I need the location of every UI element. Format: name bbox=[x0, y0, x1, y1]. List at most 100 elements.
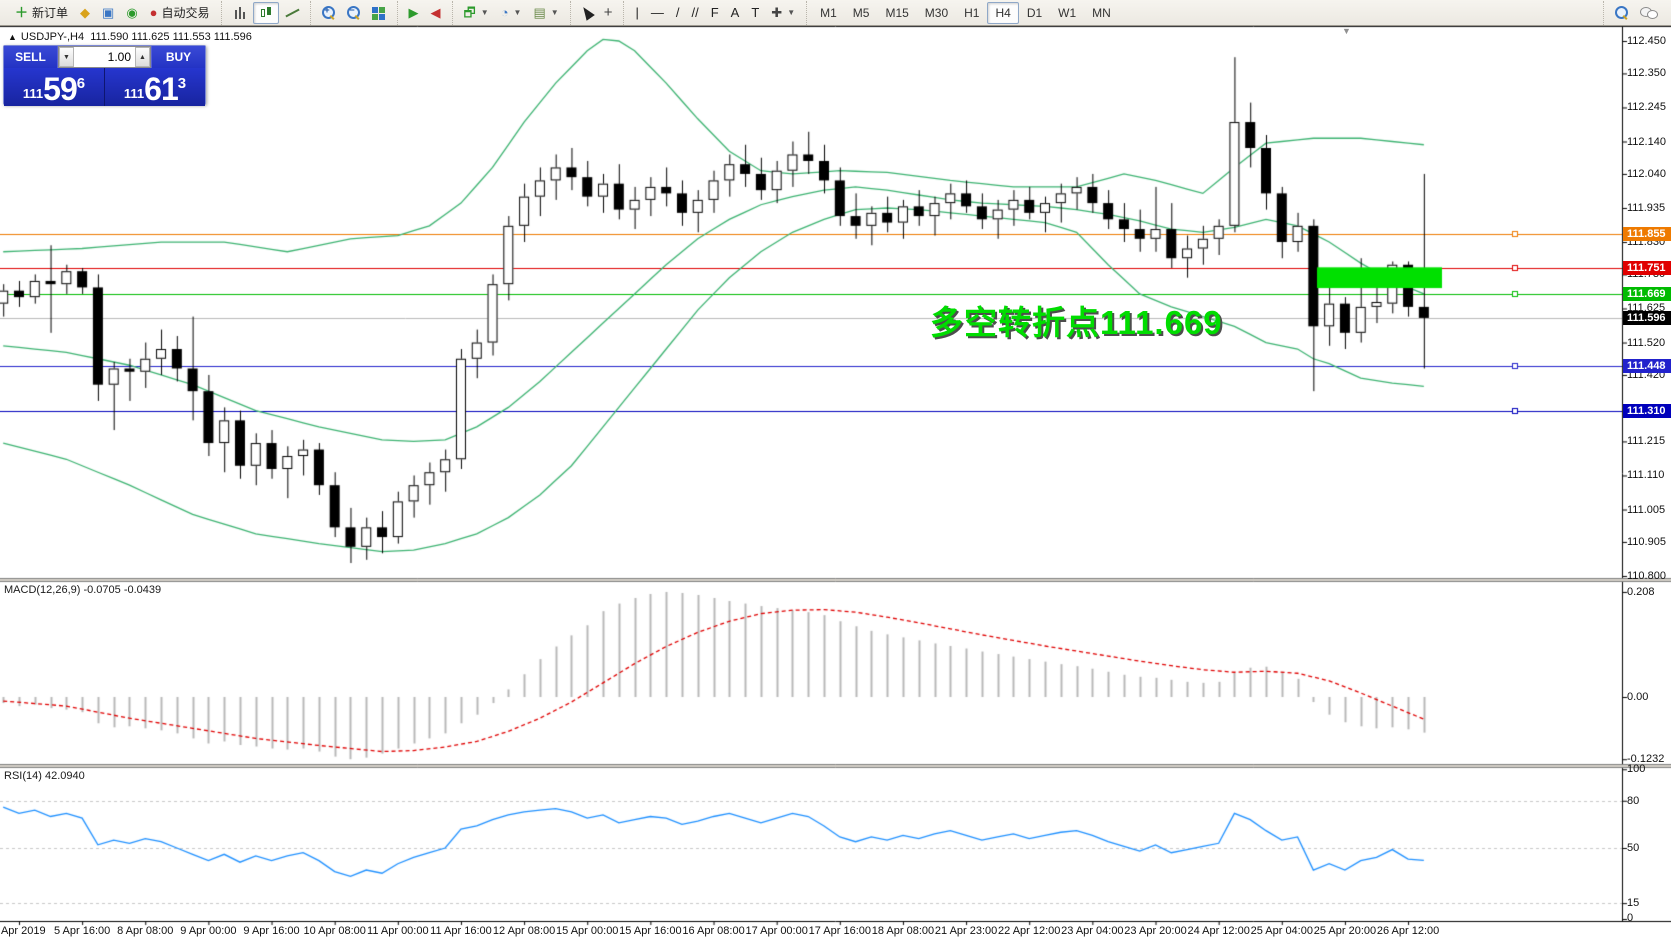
channel-button[interactable]: // bbox=[685, 2, 704, 24]
buy-price[interactable]: 111 61 3 bbox=[105, 68, 205, 106]
hline-price-badge[interactable]: 111.310 bbox=[1623, 403, 1671, 418]
terminal-icon: ▣ bbox=[102, 5, 115, 20]
chevron-down-icon: ▼ bbox=[513, 8, 522, 17]
arrows-button[interactable]: ✚ ▼ bbox=[765, 2, 801, 24]
time-axis-label: 18 Apr 08:00 bbox=[871, 925, 935, 937]
volume-decrease-button[interactable]: ▼ bbox=[59, 47, 74, 67]
fibonacci-icon: F bbox=[710, 5, 719, 20]
chart-shift-button[interactable]: ◀ bbox=[425, 2, 447, 24]
new-chart-button[interactable]: 🗗 ▼ bbox=[458, 2, 495, 24]
rsi-axis-tick: 50 bbox=[1627, 842, 1640, 854]
chevron-down-icon: ▼ bbox=[550, 8, 559, 17]
buy-price-prefix: 111 bbox=[123, 86, 145, 101]
periods-button[interactable]: ◔ ▼ bbox=[495, 2, 528, 24]
collapse-arrow-icon[interactable]: ▲ bbox=[8, 32, 17, 42]
hline-price-badge[interactable]: 111.669 bbox=[1623, 287, 1671, 302]
sell-button[interactable]: SELL bbox=[4, 46, 58, 68]
search-button[interactable] bbox=[1609, 2, 1634, 24]
price-axis-tick: 112.245 bbox=[1627, 101, 1666, 114]
timeframe-d1-button[interactable]: D1 bbox=[1026, 5, 1043, 20]
vertical-line-button[interactable]: | bbox=[629, 2, 644, 24]
text-label-icon: T bbox=[751, 5, 760, 20]
time-axis-label: 11 Apr 00:00 bbox=[367, 925, 429, 937]
wizard-hat-icon: ◆ bbox=[80, 5, 91, 20]
new-order-button[interactable]: ＋ 新订单 bbox=[9, 2, 74, 24]
timeframe-m1-button[interactable]: M1 bbox=[820, 5, 837, 20]
timeframe-m30-button[interactable]: M30 bbox=[924, 5, 949, 20]
toolbar-group-right bbox=[1603, 0, 1667, 25]
symbol-timeframe: USDJPY-,H4 bbox=[20, 31, 85, 43]
chart-ohlc-title: ▲ USDJPY-,H4 111.590 111.625 111.553 111.… bbox=[8, 31, 252, 43]
auto-scroll-button[interactable]: ▶ bbox=[403, 2, 425, 24]
text-label-button[interactable]: T bbox=[745, 2, 765, 24]
trendline-button[interactable]: / bbox=[670, 2, 686, 24]
timeframe-w1-button[interactable]: W1 bbox=[1058, 5, 1077, 20]
chat-button[interactable] bbox=[1634, 2, 1662, 24]
crosshair-button[interactable]: + bbox=[598, 2, 619, 24]
style-wizard-button[interactable]: ◆ bbox=[74, 2, 96, 24]
chart-shift-marker-icon[interactable]: ▼ bbox=[1342, 26, 1351, 36]
toolbar-group-chart-type bbox=[220, 0, 310, 25]
time-axis-label: 25 Apr 04:00 bbox=[1250, 925, 1313, 937]
rsi-axis-tick: 15 bbox=[1627, 897, 1640, 910]
time-axis-label: 8 Apr 08:00 bbox=[117, 925, 174, 937]
hline-price-badge[interactable]: 111.855 bbox=[1623, 226, 1671, 241]
macd-axis-tick: 0.208 bbox=[1627, 585, 1655, 598]
time-axis-label: 16 Apr 08:00 bbox=[682, 925, 745, 937]
buy-price-sup: 3 bbox=[177, 75, 187, 92]
macd-label: MACD(12,26,9) -0.0705 -0.0439 bbox=[4, 584, 162, 596]
auto-trading-label: 自动交易 bbox=[161, 6, 210, 20]
market-watch-button[interactable]: ▣ bbox=[96, 2, 120, 24]
candlestick-button[interactable] bbox=[252, 1, 279, 24]
time-axis-label: 21 Apr 23:00 bbox=[934, 925, 998, 937]
toolbar: ＋ 新订单 ◆ ▣ ◉ ● 自动交易 + − bbox=[0, 0, 1671, 26]
price-axis-tick: 112.450 bbox=[1627, 35, 1666, 47]
toolbar-group-scroll: ▶ ◀ bbox=[396, 0, 452, 25]
templates-button[interactable]: ▤ ▼ bbox=[527, 2, 564, 24]
timeframe-mn-button[interactable]: MN bbox=[1092, 5, 1111, 20]
time-axis-label: 17 Apr 00:00 bbox=[745, 925, 808, 937]
timeframe-h1-button[interactable]: H1 bbox=[964, 5, 980, 20]
zoom-in-button[interactable]: + bbox=[316, 2, 341, 24]
current-price-badge[interactable]: 111.596 bbox=[1623, 310, 1671, 325]
sell-price[interactable]: 111 59 6 bbox=[4, 68, 105, 106]
rsi-axis-tick: 80 bbox=[1627, 794, 1640, 807]
timeframe-m15-button[interactable]: M15 bbox=[885, 5, 909, 20]
tile-windows-button[interactable] bbox=[366, 2, 392, 24]
hline-price-badge[interactable]: 111.448 bbox=[1623, 358, 1671, 373]
zoom-out-button[interactable]: − bbox=[341, 2, 366, 24]
chart-shift-icon: ◀ bbox=[430, 5, 441, 20]
toolbar-group-trade: ＋ 新订单 ◆ ▣ ◉ ● 自动交易 bbox=[4, 1, 221, 25]
timeframe-m5-button[interactable]: M5 bbox=[852, 5, 870, 20]
signal-icon: ◉ bbox=[126, 5, 138, 20]
cursor-button[interactable] bbox=[576, 2, 598, 24]
hline-price-badge[interactable]: 111.751 bbox=[1623, 260, 1671, 275]
volume-increase-button[interactable]: ▲ bbox=[135, 47, 150, 67]
template-icon: ▤ bbox=[533, 5, 546, 20]
auto-trading-button[interactable]: ● 自动交易 bbox=[144, 2, 216, 24]
signals-button[interactable]: ◉ bbox=[120, 2, 143, 24]
price-axis-tick: 112.140 bbox=[1627, 135, 1666, 148]
tile-windows-icon bbox=[371, 6, 386, 20]
new-order-label: 新订单 bbox=[32, 6, 69, 20]
toolbar-group-cursor: + bbox=[569, 0, 624, 25]
horizontal-line-button[interactable]: — bbox=[645, 2, 670, 24]
buy-button[interactable]: BUY bbox=[151, 46, 205, 68]
text-button[interactable]: A bbox=[725, 2, 746, 24]
candlestick-icon bbox=[259, 6, 273, 20]
timeframe-h4-button[interactable]: H4 bbox=[987, 1, 1019, 24]
price-axis-tick: 110.905 bbox=[1627, 535, 1666, 548]
fibonacci-button[interactable]: F bbox=[705, 2, 725, 24]
bar-chart-button[interactable] bbox=[227, 2, 253, 24]
chart-text-annotation[interactable]: 多空转折点111.669 bbox=[930, 304, 1223, 341]
time-axis-label: 12 Apr 08:00 bbox=[492, 925, 556, 937]
volume-input[interactable] bbox=[74, 47, 135, 67]
price-axis-tick: 111.215 bbox=[1627, 435, 1666, 448]
time-axis-label: 23 Apr 20:00 bbox=[1124, 925, 1187, 937]
auto-scroll-icon: ▶ bbox=[408, 5, 419, 20]
arrows-icon: ✚ bbox=[771, 5, 783, 20]
toolbar-group-timeframes: M1 M5 M15 M30 H1 H4 D1 W1 MN bbox=[806, 0, 1124, 25]
line-chart-button[interactable] bbox=[279, 2, 305, 24]
